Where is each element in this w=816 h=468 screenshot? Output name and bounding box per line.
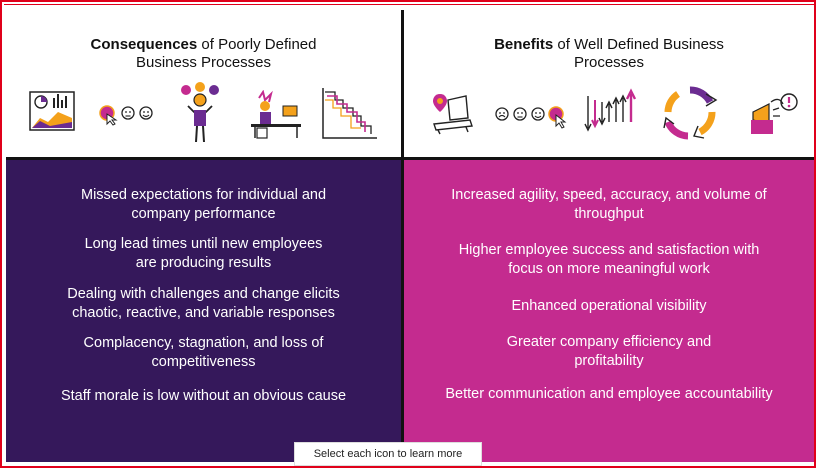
- benefits-icon-row: [404, 82, 814, 152]
- map-marker-laptop-icon[interactable]: [430, 92, 474, 136]
- consequence-item-3: Dealing with challenges and change elici…: [6, 285, 401, 323]
- benefit-item-3: Enhanced operational visibility: [404, 297, 814, 316]
- benefits-list: Increased agility, speed, accuracy, and …: [404, 160, 814, 462]
- consequence-item-4-line2: competitiveness: [151, 354, 256, 370]
- benefits-heading-bold: Benefits: [494, 36, 554, 53]
- benefit-item-5-line1: Better communication and employee accoun…: [445, 386, 773, 402]
- consequence-item-4: Complacency, stagnation, and loss of com…: [6, 334, 401, 372]
- arrows-up-down-icon[interactable]: [584, 88, 640, 134]
- consequence-item-1-line2: company performance: [131, 206, 276, 222]
- benefits-heading: Benefits of Well Defined Business Proces…: [404, 36, 814, 72]
- consequences-icon-row: [6, 82, 401, 152]
- consequence-item-5: Staff morale is low without an obvious c…: [6, 387, 401, 406]
- consequence-item-3-line1: Dealing with challenges and change elici…: [67, 286, 340, 302]
- benefit-item-2-line2: focus on more meaningful work: [508, 261, 710, 277]
- consequence-item-2: Long lead times until new employees are …: [6, 235, 401, 273]
- consequence-item-2-line2: are producing results: [135, 255, 272, 271]
- consequences-heading-rest: of Poorly Defined: [197, 36, 317, 53]
- consequences-heading: Consequences of Poorly Defined Business …: [6, 36, 401, 72]
- consequences-heading-bold: Consequences: [90, 36, 198, 53]
- cycle-arrows-icon[interactable]: [660, 84, 720, 142]
- benefits-header: Benefits of Well Defined Business Proces…: [404, 10, 814, 158]
- cursor-sad-neutral-happy-faces-icon[interactable]: [98, 102, 156, 126]
- center-divider: [401, 10, 404, 462]
- consequences-header: Consequences of Poorly Defined Business …: [6, 10, 401, 158]
- top-border-line: [4, 4, 814, 5]
- benefit-item-4-line1: Greater company efficiency and: [506, 334, 712, 350]
- consequence-item-1: Missed expectations for individual and c…: [6, 186, 401, 224]
- header-divider: [6, 157, 814, 160]
- benefit-item-2-line1: Higher employee success and satisfaction…: [458, 242, 760, 258]
- benefit-item-1-line1: Increased agility, speed, accuracy, and …: [451, 187, 767, 203]
- benefit-item-1: Increased agility, speed, accuracy, and …: [404, 186, 814, 224]
- instruction-hint: Select each icon to learn more: [294, 442, 482, 466]
- benefit-item-5: Better communication and employee accoun…: [404, 385, 814, 404]
- benefit-item-2: Higher employee success and satisfaction…: [404, 241, 814, 279]
- consequence-item-4-line1: Complacency, stagnation, and loss of: [83, 335, 324, 351]
- benefit-item-3-line1: Enhanced operational visibility: [511, 298, 707, 314]
- consequences-heading-line2: Business Processes: [135, 54, 272, 71]
- benefits-heading-rest: of Well Defined Business: [553, 36, 724, 53]
- faces-cursor-icon[interactable]: [494, 102, 574, 130]
- consequences-list: Missed expectations for individual and c…: [6, 160, 401, 462]
- stressed-desk-worker-icon[interactable]: [249, 90, 303, 140]
- consequence-item-1-line1: Missed expectations for individual and: [80, 187, 327, 203]
- consequence-item-5-line1: Staff morale is low without an obvious c…: [60, 388, 347, 404]
- benefit-item-1-line2: throughput: [574, 206, 644, 222]
- consequence-item-3-line2: chaotic, reactive, and variable response…: [72, 305, 335, 321]
- benefits-heading-line2: Processes: [573, 54, 645, 71]
- benefit-item-4: Greater company efficiency and profitabi…: [404, 333, 814, 371]
- benefit-item-4-line2: profitability: [574, 353, 644, 369]
- confused-person-icon[interactable]: [178, 82, 222, 146]
- declining-stairs-chart-icon[interactable]: [321, 86, 379, 140]
- consequence-item-2-line1: Long lead times until new employees: [84, 236, 323, 252]
- dashboard-chart-icon[interactable]: [28, 88, 76, 136]
- megaphone-alert-icon[interactable]: [749, 90, 799, 136]
